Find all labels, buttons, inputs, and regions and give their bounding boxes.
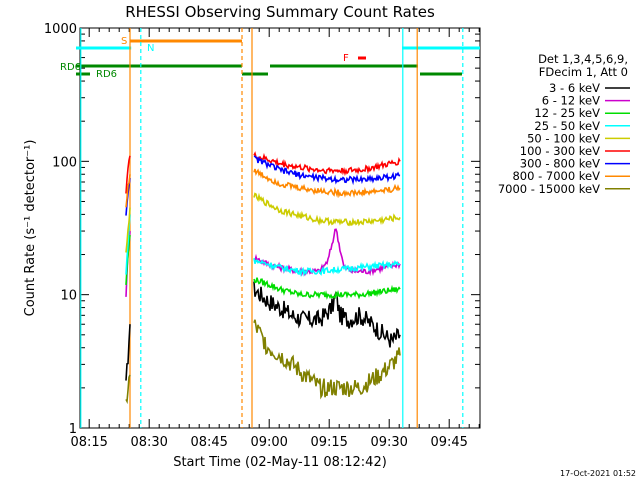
series-line [253,281,401,348]
annotation-label: N [147,43,154,54]
legend-label: 50 - 100 keV [527,131,600,145]
series-line [253,155,401,186]
x-tick-label: 08:45 [190,435,227,450]
legend-label: 800 - 7000 keV [512,169,600,183]
series-line [253,277,401,300]
plot-area [79,27,481,429]
y-tick-label: 100 [52,155,77,170]
series-line [125,324,131,381]
series-line [253,258,401,278]
vertical-markers [80,28,464,428]
series-line [253,151,401,177]
x-tick-label: 09:45 [430,435,467,450]
legend-label: 3 - 6 keV [549,81,600,95]
annotation-label: RD6 [96,69,117,80]
y-axis: 1 10 100 1000 [44,22,480,437]
series-line [125,207,131,253]
series-line [253,319,401,400]
legend-label: 300 - 800 keV [520,157,600,171]
y-axis-label: Count Rate (s⁻¹ detector⁻¹) [23,140,38,317]
series-line [253,168,401,199]
timestamp: 17-Oct-2021 01:52 [560,469,636,478]
legend-label: 6 - 12 keV [542,94,600,108]
annotation-label: S [121,36,127,47]
legend-header-2: FDecim 1, Att 0 [539,65,628,79]
x-tick-label: 08:15 [70,435,107,450]
y-tick-label: 10 [60,289,77,304]
annotation-label: RD6 [60,62,81,73]
legend-label: 100 - 300 keV [520,144,600,158]
x-tick-label: 08:30 [130,435,167,450]
x-tick-label: 09:00 [250,435,287,450]
y-tick-label: 1000 [44,22,77,37]
x-tick-label: 09:15 [310,435,347,450]
series-line [125,174,131,208]
plot-frame [79,27,481,429]
legend-label: 25 - 50 keV [534,119,600,133]
status-bars: S N RD6 RD6 F [60,36,480,80]
x-axis-label: Start Time (02-May-11 08:12:42) [173,455,387,470]
series-line [125,374,131,405]
series-line [253,192,401,227]
y-tick-label: 1 [69,422,77,437]
legend-label: 7000 - 15000 keV [498,182,600,196]
annotation-label: F [343,53,349,64]
chart-title: RHESSI Observing Summary Count Rates [125,3,435,21]
series-group [125,151,401,405]
legend-header-1: Det 1,3,4,5,6,9, [538,52,628,66]
x-axis: 08:15 08:30 08:45 09:00 09:15 09:30 09:45 [70,28,480,450]
x-tick-label: 09:30 [370,435,407,450]
series-line [125,155,131,194]
legend-label: 12 - 25 keV [534,106,600,120]
